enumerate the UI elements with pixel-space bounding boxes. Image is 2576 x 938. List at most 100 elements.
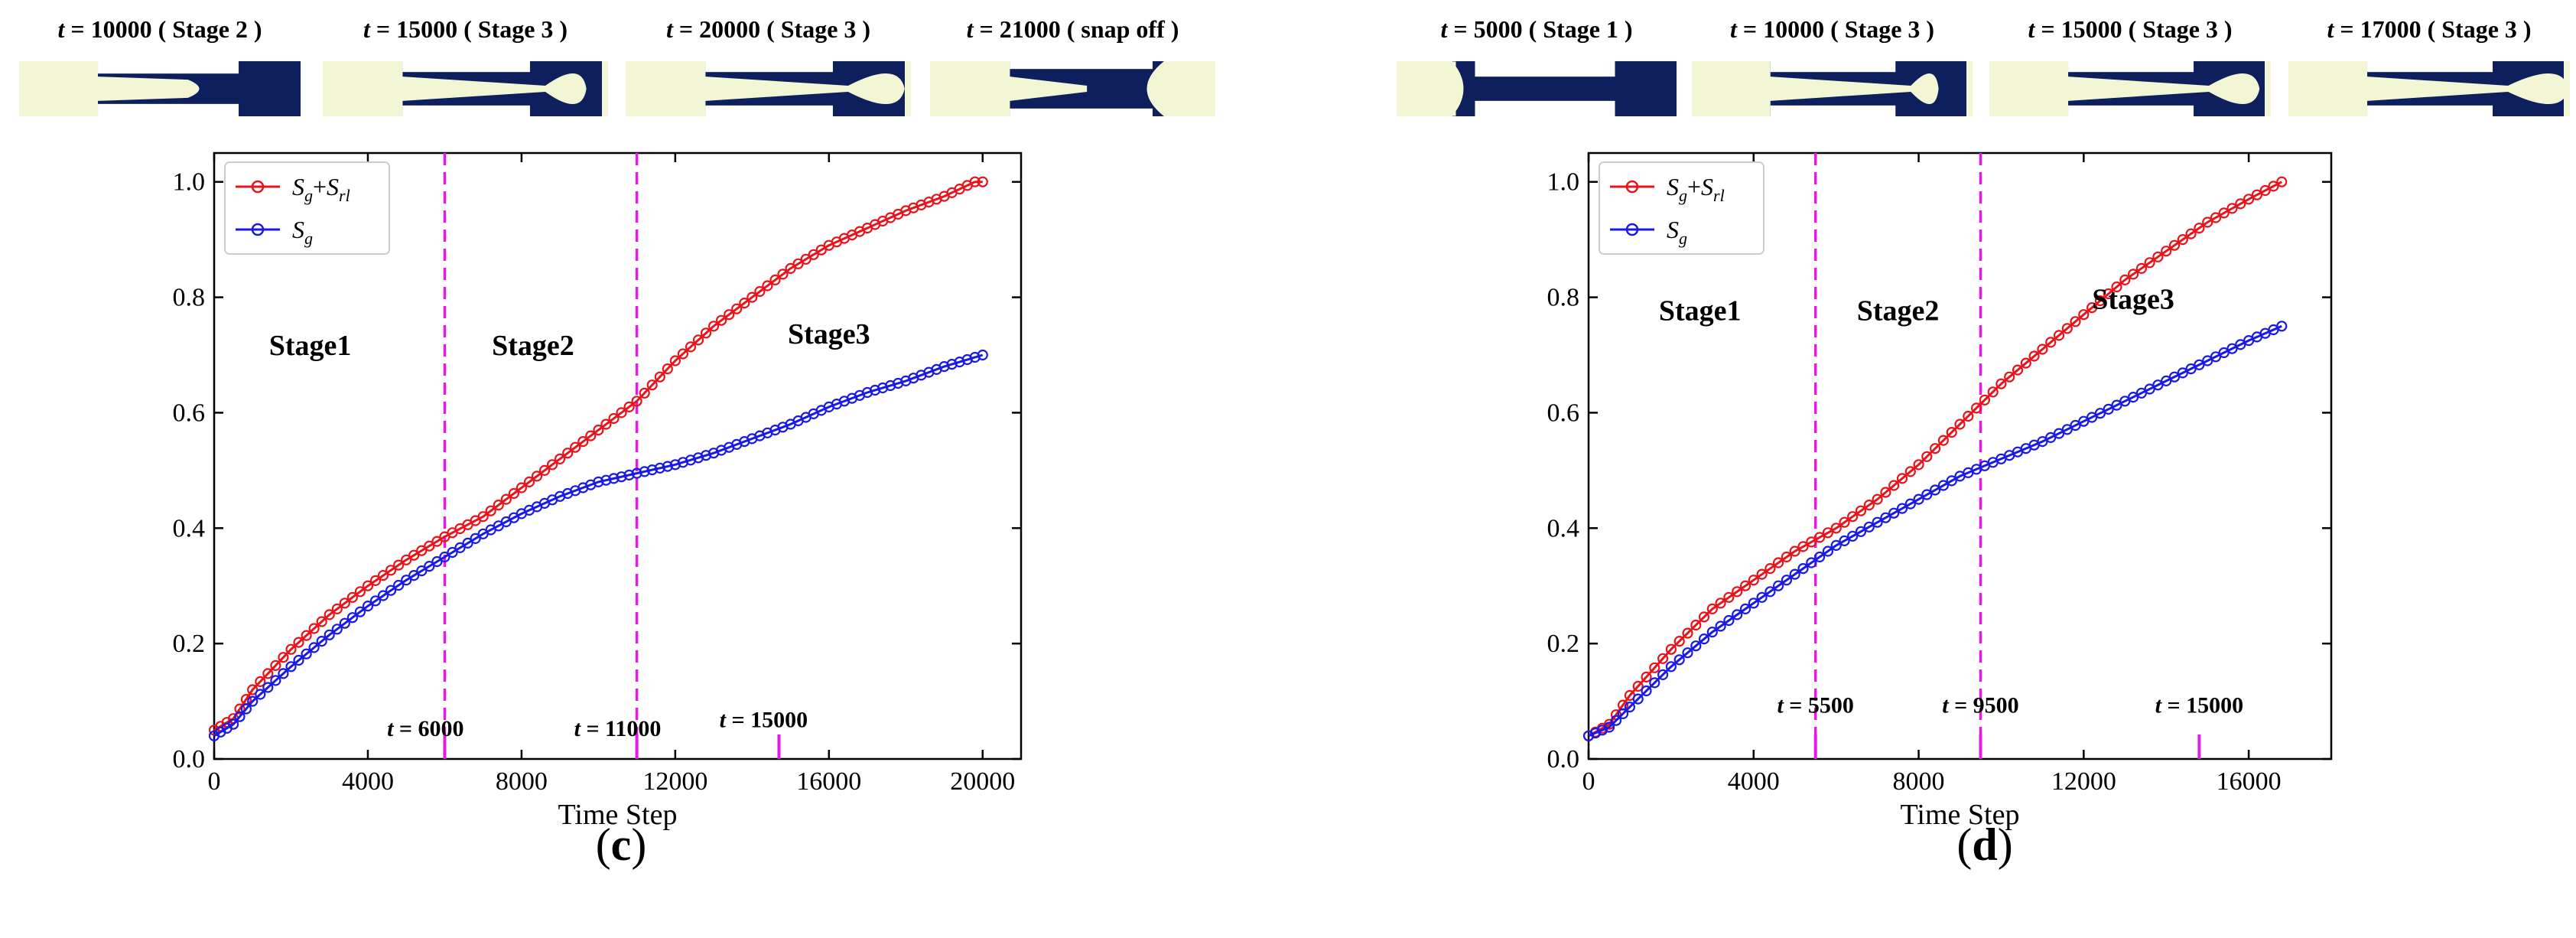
legend-sub2: rl: [1713, 186, 1725, 205]
sg-srl-marker: [2053, 330, 2065, 341]
stage-label: Stage3: [2092, 284, 2174, 316]
sg-srl-marker: [247, 684, 259, 695]
sg-marker: [247, 695, 259, 707]
sg-srl-marker: [754, 285, 766, 298]
time-annotation-var: t: [1942, 693, 1950, 718]
sg-srl-marker: [2061, 323, 2073, 334]
sg-marker: [623, 469, 635, 481]
sg-marker: [2094, 408, 2106, 419]
sg-srl-marker: [2103, 288, 2114, 300]
legend-marker: [251, 180, 265, 194]
series-sg-srl-line: [213, 181, 983, 731]
sg-srl-marker: [608, 412, 620, 425]
sg-srl-marker: [2161, 246, 2172, 257]
sg-srl-marker: [255, 676, 266, 688]
y-tick-label: 0.0: [1547, 745, 1580, 774]
sg-srl-marker: [1954, 419, 1966, 430]
sg-marker: [1781, 575, 1793, 586]
sg-srl-marker: [331, 603, 343, 615]
x-tick-label: 8000: [496, 767, 548, 796]
sg-srl-marker: [1715, 598, 1726, 609]
snapshot-title: t = 21000 ( snap off ): [967, 15, 1179, 44]
x-tick-label: 8000: [1893, 767, 1945, 796]
snapshot-image: [2288, 61, 2570, 116]
sg-marker: [646, 464, 658, 476]
sg-srl-marker: [746, 291, 758, 303]
snapshot-title: t = 5000 ( Stage 1 ): [1440, 15, 1632, 44]
sg-srl-marker: [424, 540, 435, 552]
sg-srl-marker: [392, 559, 405, 571]
snapshot-time-var: t: [2028, 15, 2035, 43]
sg-srl-marker: [1690, 619, 1702, 631]
sg-marker: [1921, 489, 1933, 500]
sg-marker: [2103, 403, 2114, 415]
sg-srl-marker: [2243, 194, 2255, 205]
snapshot-title: t = 20000 ( Stage 3 ): [666, 15, 870, 44]
sg-srl-marker: [585, 430, 597, 441]
sg-srl-marker: [1732, 586, 1743, 598]
sg-srl-marker: [1657, 653, 1669, 664]
caption-letter: c: [610, 819, 632, 870]
sg-srl-marker: [1764, 562, 1776, 575]
legend-main: S: [292, 173, 304, 200]
legend-label: Sg: [292, 216, 313, 248]
legend-label: Sg: [1667, 216, 1687, 248]
snapshot-image: [1397, 61, 1677, 116]
sg-srl-marker: [1995, 378, 2007, 389]
sg-srl-marker: [777, 269, 789, 280]
legend-main2: S: [327, 173, 339, 200]
sg-srl-marker: [1641, 671, 1652, 683]
x-tick-label: 20000: [950, 767, 1015, 796]
y-tick-label: 0.4: [173, 514, 206, 542]
y-tick-label: 0.6: [173, 399, 206, 427]
sg-marker: [308, 642, 320, 653]
sg-marker: [2177, 367, 2188, 379]
x-tick-label: 0: [1582, 767, 1595, 796]
sg-marker: [1589, 727, 1602, 739]
sg-marker: [1682, 647, 1693, 659]
sg-srl-marker: [1682, 627, 1693, 639]
sg-marker: [1715, 620, 1726, 632]
snapshot-title: t = 10000 ( Stage 3 ): [1730, 15, 1934, 44]
sg-srl-marker: [739, 298, 750, 309]
sg-marker: [447, 546, 458, 559]
sg-marker: [316, 635, 327, 647]
sg-srl-marker: [2028, 350, 2040, 362]
sg-srl-marker: [2185, 228, 2197, 239]
sg-marker: [1839, 535, 1850, 547]
sg-marker: [1929, 484, 1941, 496]
sg-marker: [2168, 371, 2181, 383]
sg-marker: [631, 467, 642, 479]
sg-marker: [1698, 633, 1710, 645]
sg-marker: [639, 466, 650, 477]
sg-marker: [1937, 480, 1950, 491]
sg-marker: [1665, 661, 1677, 673]
snapshot-image: [19, 61, 301, 116]
legend-label: Sg+Srl: [1667, 173, 1725, 205]
sg-srl-marker: [2004, 371, 2015, 383]
panel-caption: (c): [596, 819, 647, 871]
sg-marker: [278, 668, 289, 679]
sg-srl-marker: [2194, 223, 2205, 234]
x-tick-label: 12000: [2051, 767, 2116, 796]
sg-marker: [424, 560, 435, 572]
sg-srl-marker: [500, 493, 512, 505]
sg-marker: [346, 612, 358, 624]
sg-srl-marker: [1937, 435, 1950, 446]
sg-marker: [324, 629, 335, 640]
y-tick-label: 0.2: [1547, 630, 1580, 658]
panel-c: t = 10000 ( Stage 2 ) t = 15000 ( Stage 3…: [19, 15, 1215, 871]
stage-label: Stage2: [492, 330, 574, 362]
sg-srl-marker: [600, 419, 612, 430]
sg-marker: [1673, 654, 1685, 666]
sg-srl-marker: [1987, 386, 1999, 398]
snapshot-title: t = 15000 ( Stage 3 ): [2028, 15, 2232, 44]
snapshot-label: = 21000 ( snap off ): [973, 15, 1179, 43]
sg-srl-marker: [1880, 487, 1891, 498]
panel-caption: (d): [1956, 819, 2012, 871]
sg-marker: [1706, 626, 1718, 638]
sg-marker: [1872, 516, 1883, 528]
sg-srl-marker: [669, 355, 681, 366]
legend-main: S: [1667, 216, 1679, 243]
sg-marker: [1690, 640, 1702, 652]
